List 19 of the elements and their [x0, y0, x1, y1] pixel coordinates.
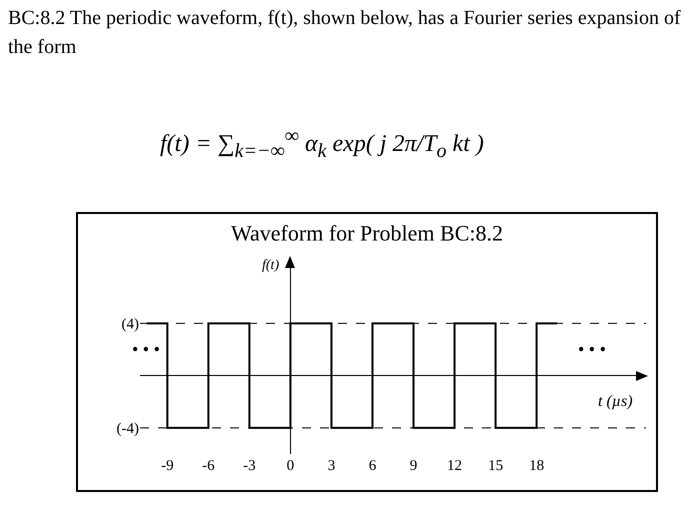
text: f(t) = ∑$_{k=−∞}$$^{∞}$ α$_{k}$ exp( j 2π/T$_{o}$ kt )	[160, 125, 484, 163]
x-tick-label: 6	[368, 458, 377, 474]
x-tick-label: -6	[202, 458, 216, 474]
y-axis-title: f(t)	[262, 258, 280, 273]
chart-title: Waveform for Problem BC:8.2	[231, 220, 503, 246]
y-tick-label: (4)	[122, 316, 139, 333]
x-tick-label: 9	[410, 458, 418, 474]
x-tick-label: 12	[447, 458, 462, 474]
x-tick-label: 15	[488, 458, 504, 474]
annotation: • • •	[578, 339, 606, 359]
y-tick-label: (-4)	[116, 421, 139, 438]
x-tick-label: 0	[286, 458, 294, 474]
x-tick-label: 18	[529, 458, 544, 474]
x-tick-label: -9	[161, 458, 174, 474]
x-tick-label: -3	[243, 458, 256, 474]
x-axis-title: t (µs)	[598, 393, 633, 410]
x-tick-label: 3	[328, 458, 336, 474]
annotation: • • •	[132, 339, 160, 359]
text: BC:8.2 The periodic waveform, f(t), shown below, has a Fourier series expansion of the form	[8, 6, 682, 60]
